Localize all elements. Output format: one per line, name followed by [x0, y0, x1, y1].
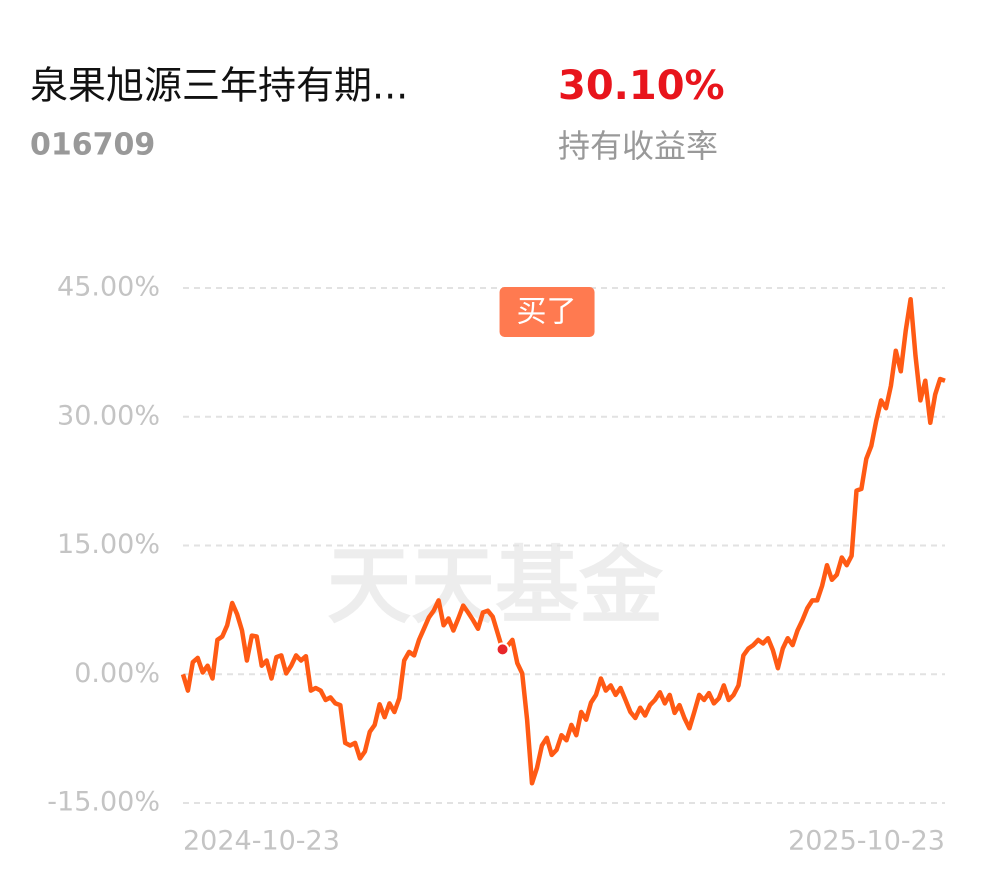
- y-tick-label: 30.00%: [57, 400, 160, 431]
- return-value: 30.10%: [558, 63, 725, 109]
- fund-title: 泉果旭源三年持有期...: [30, 64, 408, 108]
- x-tick-label: 2024-10-23: [183, 826, 340, 857]
- line: [180, 296, 946, 786]
- y-tick-label: 0.00%: [74, 658, 160, 689]
- y-tick-label: -15.00%: [47, 787, 160, 818]
- y-tick-label: 15.00%: [57, 529, 160, 560]
- return-label: 持有收益率: [558, 127, 718, 165]
- fund-code: 016709: [30, 128, 155, 163]
- buy-label-box: [499, 287, 595, 337]
- y-tick-label: 45.00%: [57, 272, 160, 303]
- buy-label: 买了: [517, 295, 577, 330]
- buy-point: [495, 642, 510, 657]
- x-tick-label: 2025-10-23: [788, 826, 945, 857]
